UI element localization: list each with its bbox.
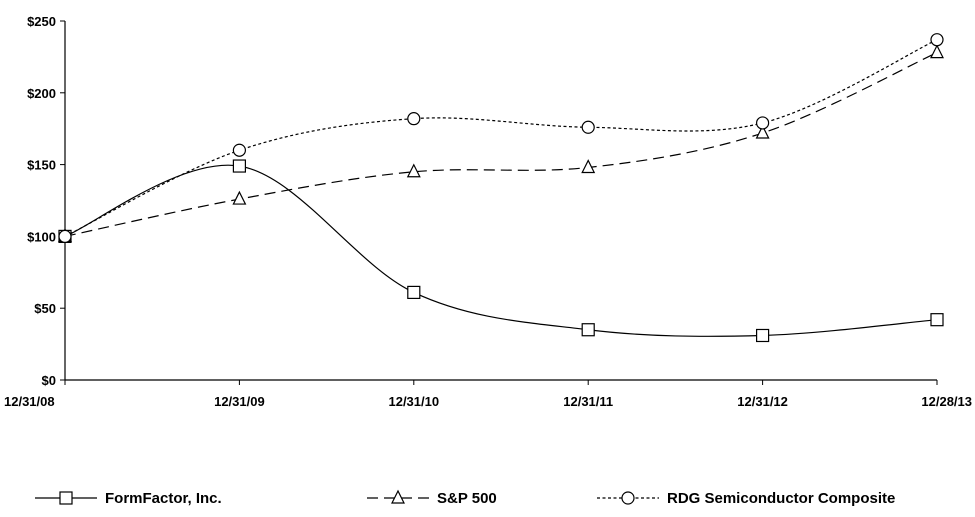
data-point-s-p-500 <box>755 124 770 139</box>
x-tick-label: 12/31/11 <box>563 394 613 409</box>
y-axis-ticks: $0 $50 $100 $150 $200 $250 <box>27 14 65 388</box>
x-tick-label: 12/31/10 <box>388 394 439 409</box>
chart-axes <box>64 21 937 381</box>
x-axis-ticks: 12/31/08 12/31/09 12/31/10 12/31/11 12/31/12… <box>4 380 972 409</box>
data-point-s-p-500 <box>930 44 944 59</box>
data-point-s-p-500 <box>406 163 421 178</box>
legend-marker-formfactor-inc <box>59 491 73 505</box>
legend-marker-s-p-500 <box>391 489 405 504</box>
legend-marker-rdg-semiconductor-composite <box>621 491 635 505</box>
data-point-rdg-semiconductor-composite <box>407 112 421 126</box>
legend-label-rdg-semiconductor-composite: RDG Semiconductor Composite <box>667 490 895 507</box>
y-tick-label: $100 <box>27 229 56 244</box>
y-tick-label: $200 <box>27 86 56 101</box>
y-tick-label: $0 <box>42 373 56 388</box>
y-tick-label: $150 <box>27 158 56 173</box>
series-lines <box>64 39 938 337</box>
data-point-rdg-semiconductor-composite <box>581 120 595 134</box>
data-point-formfactor-inc <box>407 285 421 300</box>
data-point-rdg-semiconductor-composite <box>58 229 72 243</box>
y-tick-label: $50 <box>34 301 56 316</box>
data-point-rdg-semiconductor-composite <box>755 116 770 130</box>
data-point-formfactor-inc <box>232 159 246 173</box>
x-tick-label: 12/31/12 <box>737 394 788 409</box>
data-point-formfactor-inc <box>755 328 770 343</box>
legend-label-s-p-500: S&P 500 <box>437 490 497 507</box>
data-point-s-p-500 <box>581 159 596 174</box>
series-markers <box>58 33 944 343</box>
legend-label-formfactor-inc: FormFactor, Inc. <box>105 490 222 507</box>
x-tick-label: 12/28/13 <box>921 394 972 409</box>
data-point-s-p-500 <box>232 190 247 205</box>
data-point-formfactor-inc <box>930 313 944 327</box>
data-point-rdg-semiconductor-composite <box>930 33 944 47</box>
data-point-formfactor-inc <box>581 323 595 337</box>
series-line-s-p-500 <box>64 52 938 237</box>
x-tick-label: 12/31/08 <box>4 394 55 409</box>
y-tick-label: $250 <box>27 14 56 29</box>
series-line-formfactor-inc <box>64 164 938 337</box>
data-point-rdg-semiconductor-composite <box>232 143 246 157</box>
legend: FormFactor, Inc. S&P 500 RDG Semiconductor… <box>35 489 895 507</box>
series-line-rdg-semiconductor-composite <box>64 39 938 237</box>
x-tick-label: 12/31/09 <box>214 394 265 409</box>
